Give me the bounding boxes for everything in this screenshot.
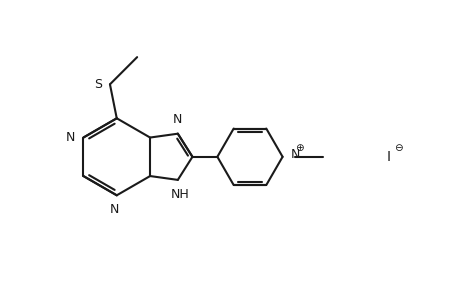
Text: ⊕: ⊕ xyxy=(295,143,303,153)
Text: N: N xyxy=(110,203,119,217)
Text: S: S xyxy=(94,78,101,91)
Text: N: N xyxy=(66,131,75,144)
Text: ⊖: ⊖ xyxy=(393,143,402,153)
Text: N: N xyxy=(173,112,182,125)
Text: I: I xyxy=(386,150,390,164)
Text: NH: NH xyxy=(170,188,189,201)
Text: N: N xyxy=(290,148,299,161)
